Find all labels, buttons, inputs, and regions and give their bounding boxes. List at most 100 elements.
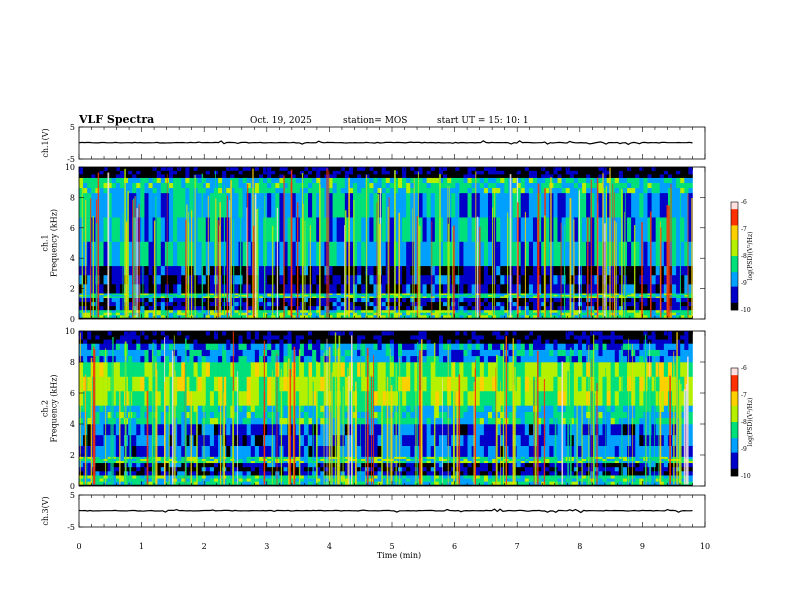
spectrogram-cell (438, 312, 444, 316)
spectrogram-cell (672, 296, 677, 299)
spectrogram-cell (205, 331, 211, 336)
spectrogram-cell (627, 265, 632, 276)
spectrogram-cell (271, 182, 276, 189)
spectrogram-cell (230, 305, 235, 311)
spectrogram-cell (160, 460, 166, 464)
spectrogram-cell (185, 460, 190, 464)
spectrogram-cell (193, 241, 198, 267)
spectrogram-cell (254, 475, 260, 479)
spectrogram-cell (136, 314, 141, 318)
spectrogram-cell (197, 331, 202, 336)
spectrogram-cell (258, 475, 264, 479)
spectrogram-cell (246, 170, 252, 175)
spectrogram-cell (156, 434, 162, 446)
spectrogram-cell (103, 294, 108, 297)
spectrogram-cell (258, 241, 264, 267)
spectrogram-cell (95, 309, 100, 313)
spectrogram-cell (353, 174, 358, 178)
spectrogram-cell (140, 411, 145, 419)
spectrogram-cell (291, 182, 297, 189)
spectrogram-cell (336, 297, 342, 303)
spectrogram-cell (402, 294, 407, 297)
spectrogram-cell (627, 192, 632, 218)
spectrogram-cell (140, 177, 145, 184)
spectrogram-cell (132, 284, 137, 294)
spectrogram-cell (500, 187, 505, 194)
spectrogram-cell (308, 170, 313, 175)
spectrogram-cell (283, 274, 288, 285)
sferic-streak (580, 214, 582, 318)
spectrogram-cell (201, 331, 207, 336)
spectrogram-cell (87, 217, 92, 242)
spectrogram-column (455, 167, 460, 318)
spectrogram-cell (181, 462, 186, 468)
spectrogram-cell (422, 265, 427, 276)
spectrogram-cell (111, 390, 117, 406)
spectrogram-cell (246, 305, 252, 311)
spectrogram-cell (496, 284, 501, 294)
spectrogram-cell (205, 478, 211, 482)
spectrogram-cell (606, 217, 611, 242)
spectrogram-cell (479, 170, 485, 175)
spectrogram-cell (287, 294, 292, 297)
spectrogram-cell (532, 314, 538, 318)
spectrogram-cell (95, 170, 100, 175)
spectrogram-cell (389, 297, 395, 303)
spectrogram-cell (381, 297, 387, 303)
spectrogram-cell (271, 174, 276, 178)
spectrogram-cell (606, 182, 611, 189)
spectrogram-cell (111, 309, 117, 313)
spectrogram-cell (557, 284, 562, 294)
spectrogram-cell (590, 293, 595, 295)
spectrogram-cell (672, 309, 677, 313)
spectrogram-cell (565, 294, 571, 297)
spectrogram-cell (230, 314, 235, 318)
spectrogram-cell (234, 274, 239, 285)
spectrogram-cell (577, 265, 583, 276)
spectrogram-cell (582, 167, 587, 171)
spectrogram-cell (209, 339, 215, 344)
spectrogram-cell (128, 343, 133, 350)
spectrogram-cell (115, 349, 121, 357)
spectrogram-cell (287, 349, 292, 357)
spectrogram-cell (357, 294, 362, 297)
spectrogram-cell (213, 335, 219, 340)
sferic-streak (453, 225, 455, 318)
spectrogram-cell (258, 174, 264, 178)
spectrogram-cell (573, 182, 579, 189)
spectrogram-cell (418, 294, 423, 297)
spectrogram-cell (209, 294, 215, 297)
spectrogram-cell (377, 192, 382, 218)
spectrogram-cell (459, 274, 464, 285)
spectrogram-cell (218, 343, 223, 350)
spectrogram-cell (618, 265, 624, 276)
ch1-spectrogram-y-tick-label: 2 (70, 285, 75, 294)
spectrogram-cell (173, 335, 178, 340)
spectrogram-cell (627, 170, 632, 175)
spectrogram-column (258, 331, 264, 485)
spectrogram-cell (328, 192, 333, 218)
spectrogram-cell (655, 182, 661, 189)
spectrogram-cell (410, 192, 415, 218)
spectrogram-cell (479, 284, 485, 294)
spectrogram-cell (205, 376, 211, 392)
spectrogram-cell (140, 331, 145, 336)
spectrogram-cell (275, 460, 280, 464)
spectrogram-cell (561, 296, 566, 299)
spectrogram-cell (238, 417, 243, 425)
spectrogram-column (168, 331, 174, 485)
spectrogram-column (242, 167, 247, 318)
spectrogram-cell (467, 182, 472, 189)
spectrogram-cell (128, 170, 133, 175)
spectrogram-cell (418, 187, 423, 194)
spectrogram-cell (111, 445, 117, 457)
spectrogram-cell (177, 182, 182, 189)
spectrogram-cell (569, 174, 575, 178)
spectrogram-cell (651, 217, 656, 242)
spectrogram-cell (164, 471, 170, 476)
spectrogram-cell (332, 174, 337, 178)
spectrogram-cell (87, 478, 92, 482)
spectrogram-cell (177, 405, 182, 412)
spectrogram-cell (205, 411, 211, 419)
spectrogram-cell (99, 167, 104, 171)
